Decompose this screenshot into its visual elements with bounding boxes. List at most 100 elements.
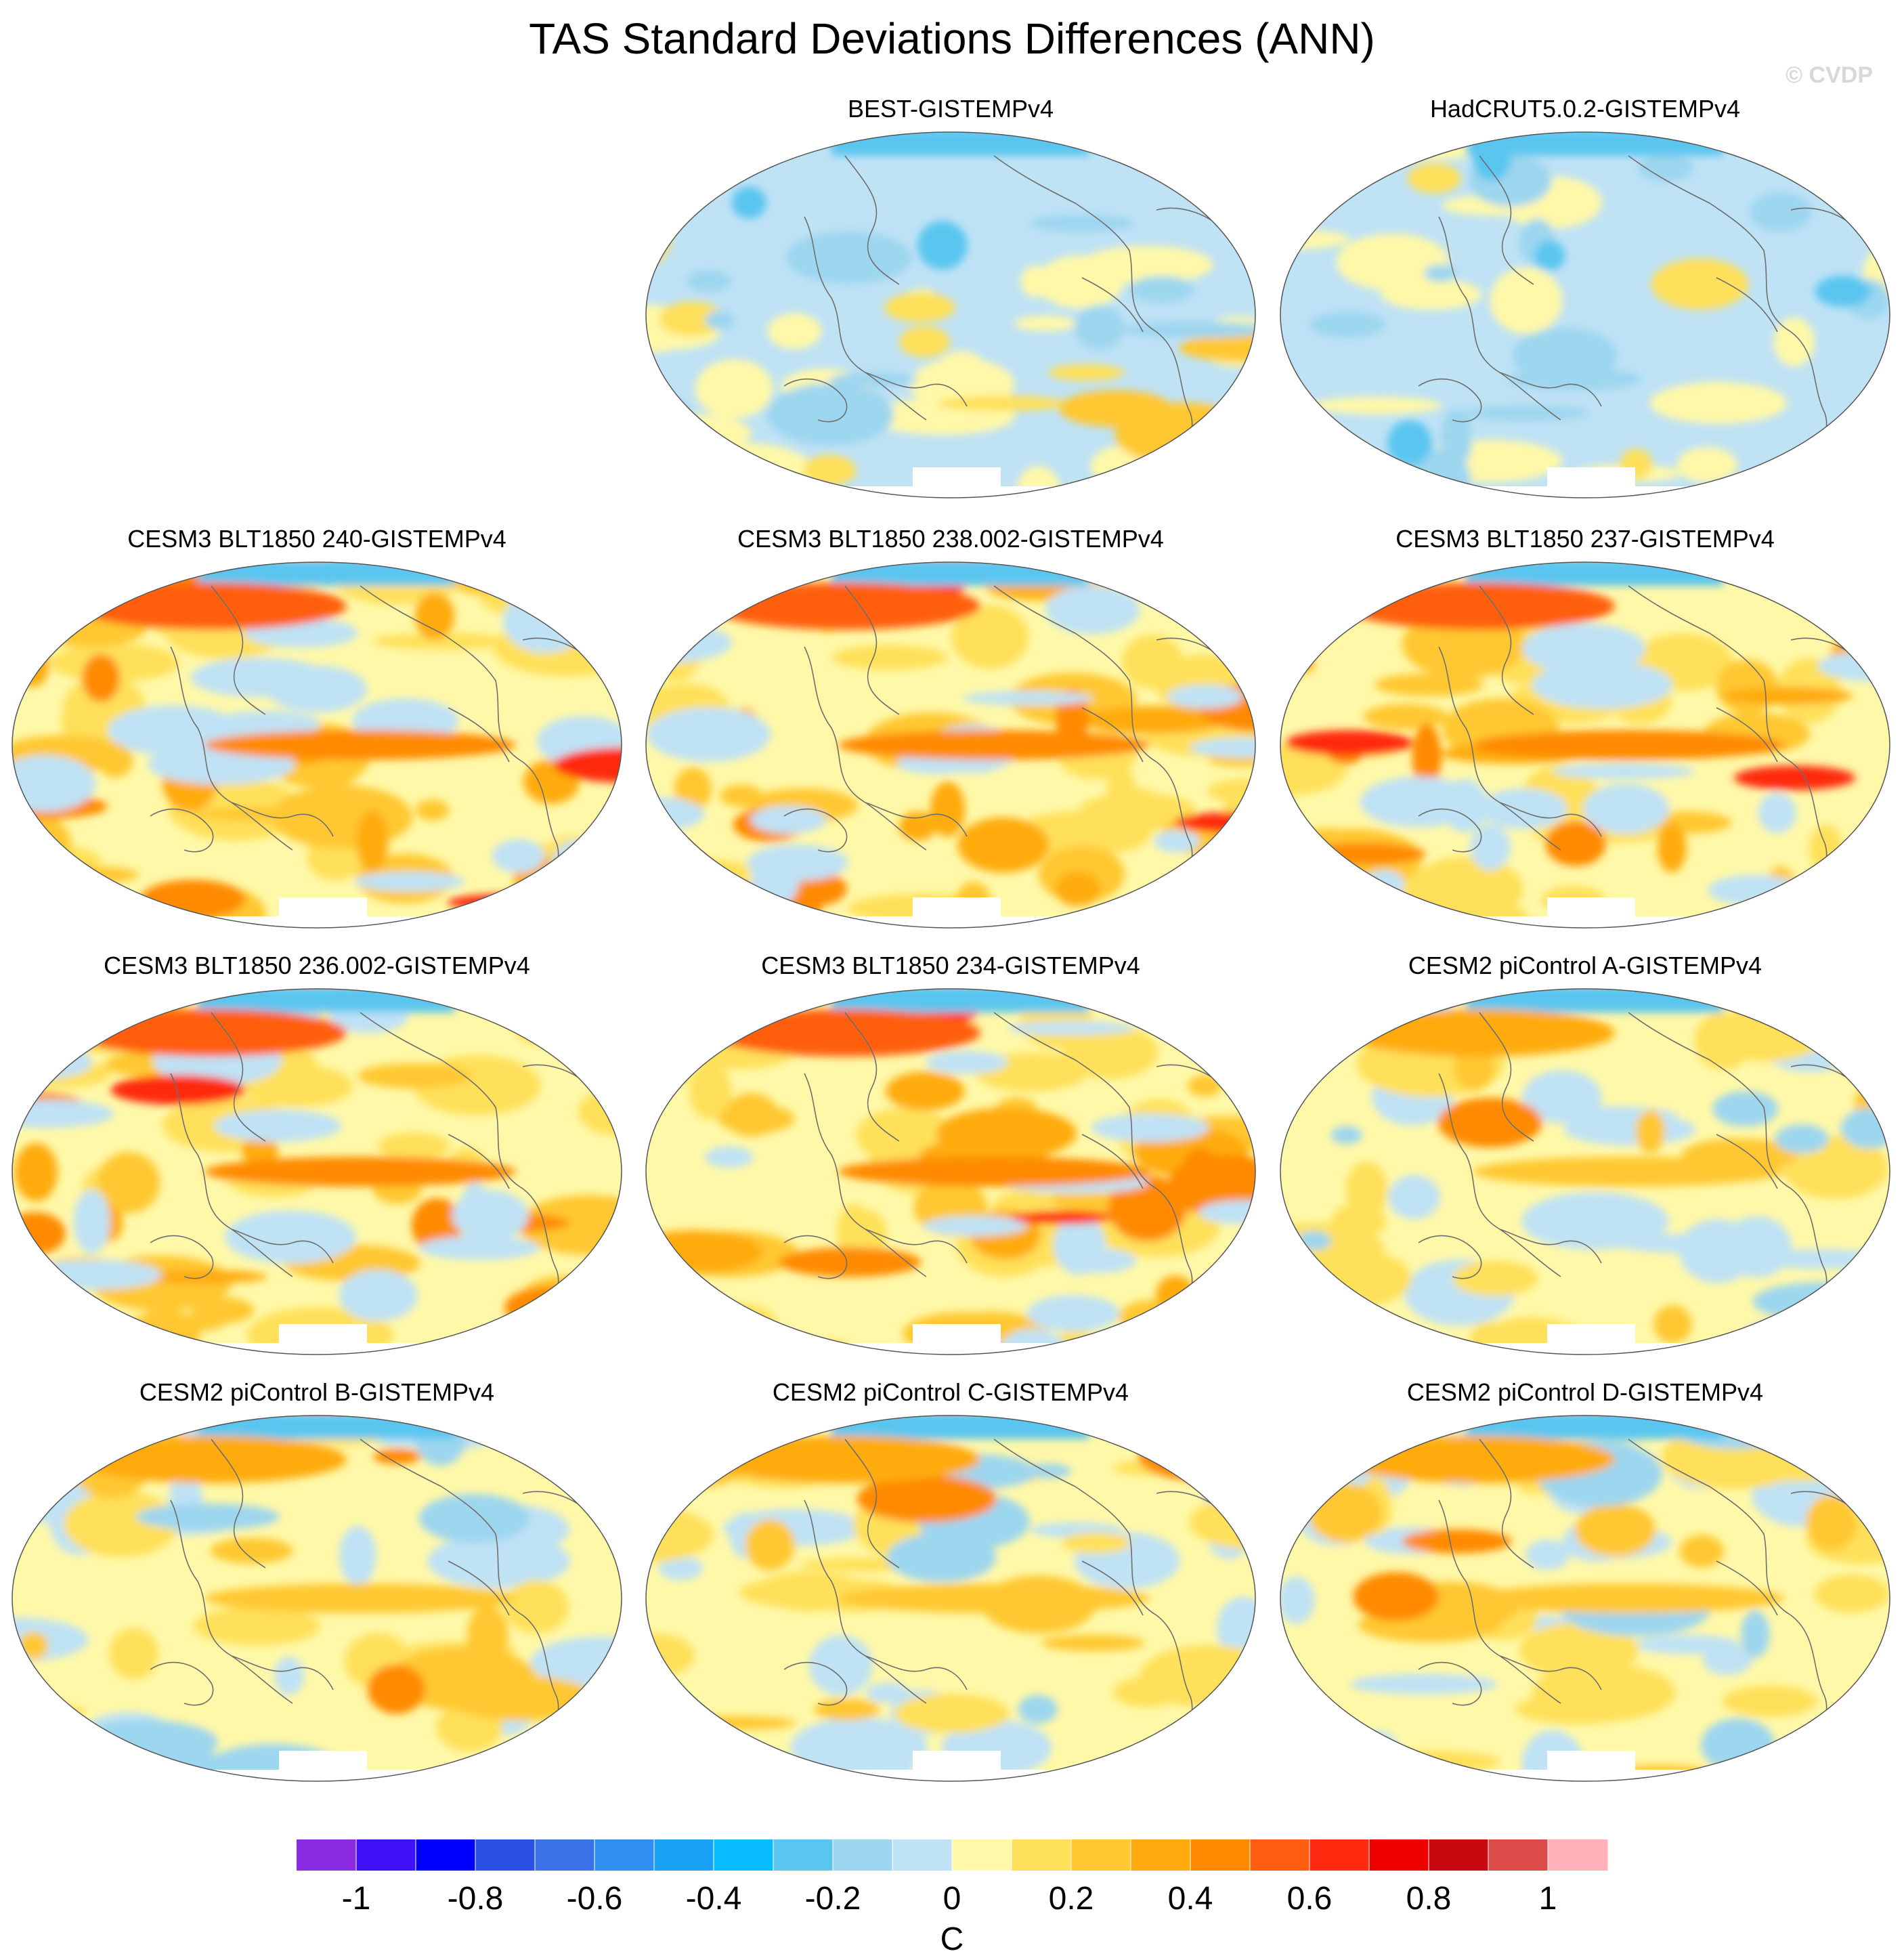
field-contour — [430, 989, 519, 1008]
field-contour — [1299, 843, 1426, 866]
field-contour — [272, 785, 413, 849]
coastline — [1418, 808, 1482, 853]
field-contour — [935, 351, 988, 396]
field-contour — [415, 799, 450, 821]
field-contour — [1651, 258, 1749, 310]
world-map — [12, 988, 622, 1355]
coastline — [211, 585, 266, 715]
field-contour — [1759, 1319, 1819, 1334]
field-contour — [194, 1606, 321, 1646]
field-contour — [358, 1063, 472, 1089]
missing-data-pole — [1280, 1770, 1890, 1781]
field-contour — [666, 1330, 696, 1355]
field-contour — [1360, 776, 1477, 828]
field-contour — [553, 1279, 622, 1331]
field-contour — [12, 1432, 129, 1460]
coastline — [1438, 216, 1561, 421]
field-contour — [1722, 1685, 1817, 1717]
field-contour — [1534, 240, 1565, 271]
field-contour — [1519, 1622, 1639, 1679]
field-contour — [1075, 305, 1125, 350]
field-contour — [131, 1308, 200, 1355]
coastline — [1499, 372, 1602, 407]
field-contour — [377, 1132, 450, 1160]
field-contour — [1305, 828, 1351, 845]
field-contour — [339, 1269, 418, 1321]
field-contour — [12, 1045, 92, 1078]
field-contour — [581, 993, 622, 1031]
field-contour — [778, 1247, 922, 1277]
field-contour — [937, 396, 1068, 412]
missing-data-pole — [12, 1770, 622, 1781]
field-contour — [899, 811, 937, 841]
panel-title: CESM3 BLT1850 237-GISTEMPv4 — [1395, 525, 1775, 553]
field-contour — [1463, 405, 1590, 421]
coastline — [1081, 707, 1144, 763]
field-contour — [646, 852, 691, 873]
field-contour — [1297, 1231, 1332, 1251]
panel-title: CESM3 BLT1850 236.002-GISTEMPv4 — [104, 952, 530, 979]
field-contour — [646, 872, 762, 897]
field-contour — [1360, 1730, 1399, 1772]
field-contour — [1091, 1113, 1209, 1143]
field-contour — [659, 301, 725, 337]
high-latitude-anomaly — [710, 1009, 980, 1057]
field-contour — [951, 605, 1029, 669]
field-contour — [210, 1537, 293, 1564]
coastline — [1081, 1560, 1144, 1616]
colorbar-box — [952, 1839, 1012, 1871]
coastline — [211, 1439, 266, 1569]
field-contour — [553, 747, 622, 783]
map-panel: CESM2 piControl A-GISTEMPv4 — [1276, 952, 1894, 1358]
high-latitude-anomaly — [1344, 1009, 1615, 1057]
coastline — [1479, 585, 1534, 715]
field-contour — [668, 1716, 797, 1730]
equatorial-pacific-tongue — [204, 730, 516, 760]
field-contour — [704, 311, 735, 330]
field-contour — [1800, 1007, 1890, 1032]
coastline — [844, 1012, 900, 1142]
field-contour — [1794, 1415, 1829, 1425]
coastline — [844, 585, 900, 715]
equatorial-pacific-tongue — [838, 1583, 1150, 1613]
field-contour — [1280, 144, 1357, 160]
map-panel: HadCRUT5.0.2-GISTEMPv4 — [1276, 95, 1894, 501]
field-contour — [12, 562, 126, 580]
field-contour — [1532, 661, 1673, 709]
missing-data-pole — [1280, 486, 1890, 498]
coastline — [804, 216, 927, 421]
coastline — [804, 646, 927, 851]
coastline — [783, 1235, 848, 1279]
field-contour — [1637, 154, 1694, 182]
field-contour — [1119, 788, 1160, 820]
colorbar-box — [1071, 1839, 1131, 1871]
high-latitude-anomaly — [1344, 582, 1615, 630]
panel-title: CESM2 piControl C-GISTEMPv4 — [772, 1378, 1129, 1406]
field-contour — [829, 372, 917, 387]
field-contour — [1552, 763, 1695, 780]
field-contour — [1741, 1611, 1770, 1658]
field-contour — [1186, 568, 1255, 604]
field-contour — [73, 1189, 110, 1254]
coastline — [1418, 1661, 1482, 1706]
field-contour — [1811, 562, 1890, 587]
field-contour — [339, 1526, 376, 1585]
map-outline — [1280, 988, 1890, 1355]
field-contour — [894, 1694, 1010, 1734]
field-contour — [1532, 1663, 1676, 1722]
field-contour — [15, 563, 83, 604]
field-contour — [1679, 1535, 1724, 1568]
field-contour — [689, 1063, 732, 1120]
field-contour — [1814, 1574, 1890, 1613]
coastline — [1081, 1134, 1144, 1189]
field-contour — [1202, 148, 1255, 173]
field-contour — [1029, 214, 1134, 232]
world-map — [12, 1415, 622, 1782]
field-contour — [12, 562, 89, 575]
map-panel: BEST-GISTEMPv4 — [642, 95, 1259, 501]
field-contour — [1129, 276, 1194, 303]
coastline — [360, 1439, 559, 1745]
field-contour — [414, 593, 455, 640]
field-contour — [1188, 1075, 1222, 1097]
colorbar-tick-label: 0.8 — [1406, 1881, 1452, 1917]
